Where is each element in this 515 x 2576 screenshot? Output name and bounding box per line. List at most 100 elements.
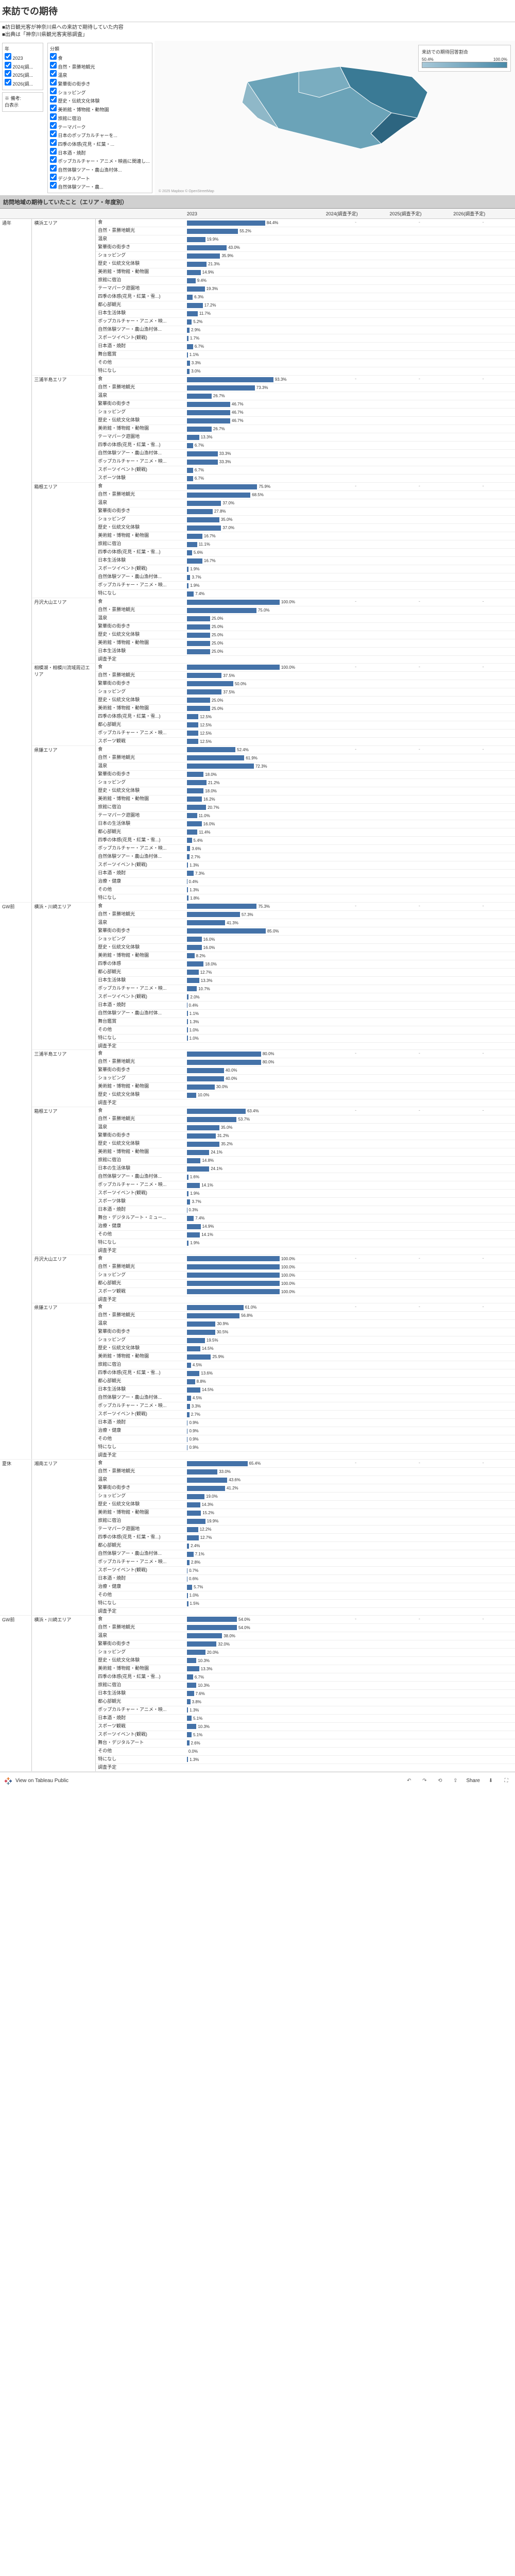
bar-cell[interactable]: 1.3%	[185, 886, 324, 894]
bar-cell[interactable]: 12.2%	[185, 1526, 324, 1534]
filter-option[interactable]: 2025(調...	[5, 70, 41, 79]
checkbox[interactable]	[5, 53, 11, 60]
bar-cell[interactable]: 0.9%	[185, 1435, 324, 1444]
bar-cell[interactable]: 38.0%	[185, 1632, 324, 1640]
bar-cell[interactable]: 5.7%	[185, 1583, 324, 1591]
bar-cell[interactable]: 0.4%	[185, 1001, 324, 1009]
checkbox[interactable]	[50, 88, 57, 94]
checkbox[interactable]	[50, 96, 57, 103]
bar-cell[interactable]: 25.0%	[185, 696, 324, 704]
checkbox[interactable]	[5, 70, 11, 77]
year-filter[interactable]: 年 2023 2024(調... 2025(調... 2026(調...	[2, 43, 43, 90]
filter-option[interactable]: 旅館に宿泊	[50, 113, 150, 122]
bar-cell[interactable]: 0.0%	[185, 1747, 324, 1755]
bar-cell[interactable]: 2.7%	[185, 1411, 324, 1419]
bar-cell[interactable]: 21.2%	[185, 778, 324, 787]
bar-cell[interactable]	[185, 1042, 324, 1050]
checkbox[interactable]	[5, 62, 11, 69]
filter-option[interactable]: デジタルアート	[50, 174, 150, 182]
checkbox[interactable]	[5, 79, 11, 86]
bar-cell[interactable]: 19.9%	[185, 235, 324, 244]
bar-cell[interactable]: 7.4%	[185, 1214, 324, 1223]
bar-cell[interactable]: 12.5%	[185, 737, 324, 745]
footer-left[interactable]: View on Tableau Public	[4, 1777, 68, 1785]
share-label[interactable]: Share	[466, 1778, 480, 1784]
bar-cell[interactable]: 10.3%	[185, 1681, 324, 1689]
bar-cell[interactable]: 2.8%	[185, 1558, 324, 1567]
bar-cell[interactable]: 2.6%	[185, 1739, 324, 1747]
bar-cell[interactable]: 19.3%	[185, 285, 324, 293]
bar-cell[interactable]: 2.0%	[185, 993, 324, 1001]
bar-cell[interactable]: 7.1%	[185, 1550, 324, 1558]
bar-cell[interactable]: 6.7%	[185, 1673, 324, 1681]
bar-cell[interactable]: 14.3%	[185, 1501, 324, 1509]
bar-cell[interactable]: 17.2%	[185, 301, 324, 310]
bar-cell[interactable]: 0.3%	[185, 1206, 324, 1214]
bar-cell[interactable]: 100.0%	[185, 1263, 324, 1271]
bar-cell[interactable]	[185, 1296, 324, 1303]
bar-cell[interactable]: 37.5%	[185, 688, 324, 696]
bar-cell[interactable]: 40.0%	[185, 1066, 324, 1075]
category-filter[interactable]: 分類 食 自然・景勝地観光 温泉 繁華街の街歩き ショッピング 歴史・伝統文化体…	[47, 43, 152, 193]
bar-cell[interactable]: 43.0%	[185, 244, 324, 252]
bar-cell[interactable]: 30.5%	[185, 1328, 324, 1336]
bar-cell[interactable]: 1.3%	[185, 861, 324, 869]
reset-icon[interactable]: ⟲	[435, 1776, 444, 1786]
bar-cell[interactable]: 0.6%	[185, 1575, 324, 1583]
filter-option[interactable]: 自然・景勝地観光	[50, 62, 150, 71]
filter-option[interactable]: 日本酒・焼酎	[50, 148, 150, 157]
bar-cell[interactable]: 53.7%	[185, 1115, 324, 1124]
bar-cell[interactable]: 43.6%	[185, 1476, 324, 1484]
filter-option[interactable]: 繁華街の街歩き	[50, 79, 150, 88]
bar-cell[interactable]: 20.7%	[185, 803, 324, 811]
bar-cell[interactable]: 63.4%	[185, 1107, 324, 1115]
bar-cell[interactable]: 16.2%	[185, 795, 324, 803]
bar-cell[interactable]: 37.0%	[185, 499, 324, 507]
checkbox[interactable]	[50, 70, 57, 77]
filter-option[interactable]: 自然体験ツアー・農山漁村体...	[50, 165, 150, 174]
bar-cell[interactable]: 25.0%	[185, 631, 324, 639]
bar-cell[interactable]	[185, 1099, 324, 1107]
bar-cell[interactable]: 3.7%	[185, 573, 324, 582]
checkbox[interactable]	[50, 165, 57, 172]
bar-cell[interactable]: 16.0%	[185, 943, 324, 952]
bar-cell[interactable]: 6.7%	[185, 343, 324, 351]
bar-cell[interactable]: 5.2%	[185, 318, 324, 326]
bar-cell[interactable]: 1.0%	[185, 1591, 324, 1600]
bar-cell[interactable]: 12.5%	[185, 713, 324, 721]
bar-cell[interactable]: 65.4%	[185, 1460, 324, 1468]
bar-cell[interactable]: 12.7%	[185, 968, 324, 976]
bar-cell[interactable]: 3.0%	[185, 367, 324, 376]
filter-option[interactable]: 四季の体感(花見・紅葉・...	[50, 139, 150, 148]
filter-option[interactable]: 歴史・伝統文化体験	[50, 96, 150, 105]
bar-cell[interactable]: 11.0%	[185, 811, 324, 820]
bar-cell[interactable]: 46.7%	[185, 417, 324, 425]
bar-cell[interactable]: 35.2%	[185, 1140, 324, 1148]
bar-cell[interactable]: 16.7%	[185, 532, 324, 540]
bar-cell[interactable]: 56.8%	[185, 1312, 324, 1320]
bar-cell[interactable]: 1.3%	[185, 1706, 324, 1714]
redo-icon[interactable]: ↷	[420, 1776, 429, 1786]
bar-cell[interactable]: 54.0%	[185, 1615, 324, 1623]
bar-cell[interactable]: 0.9%	[185, 1419, 324, 1427]
bar-cell[interactable]: 21.3%	[185, 260, 324, 268]
bar-cell[interactable]: 32.0%	[185, 1640, 324, 1648]
bar-cell[interactable]: 18.0%	[185, 787, 324, 795]
bar-cell[interactable]: 3.3%	[185, 1402, 324, 1411]
filter-option[interactable]: 自然体験ツアー・農...	[50, 182, 150, 191]
bar-cell[interactable]: 19.5%	[185, 1336, 324, 1345]
bar-cell[interactable]: 25.0%	[185, 615, 324, 623]
checkbox[interactable]	[50, 122, 57, 129]
bar-cell[interactable]: 7.3%	[185, 869, 324, 877]
bar-cell[interactable]: 75.0%	[185, 606, 324, 615]
bar-cell[interactable]: 1.6%	[185, 1173, 324, 1181]
bar-cell[interactable]: 3.8%	[185, 1698, 324, 1706]
bar-cell[interactable]	[185, 1452, 324, 1460]
bar-cell[interactable]: 100.0%	[185, 1255, 324, 1263]
bar-cell[interactable]: 100.0%	[185, 1271, 324, 1279]
bar-cell[interactable]: 1.9%	[185, 565, 324, 573]
filter-option[interactable]: 食	[50, 53, 150, 62]
bar-cell[interactable]: 16.7%	[185, 557, 324, 565]
bar-cell[interactable]: 46.7%	[185, 400, 324, 409]
bar-cell[interactable]: 16.0%	[185, 820, 324, 828]
